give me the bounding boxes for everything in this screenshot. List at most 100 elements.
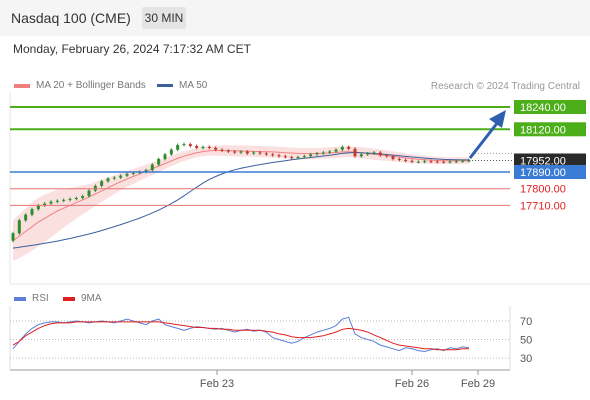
candle-body [81, 196, 85, 198]
chart-header: Nasdaq 100 (CME) 30 MIN [0, 0, 590, 36]
rsi-tick-label: 70 [520, 316, 532, 328]
rsi-tick-label: 30 [520, 353, 532, 365]
candle-body [30, 209, 34, 215]
pivot-label: 17890.00 [520, 167, 566, 179]
rsi-swatch [14, 296, 26, 301]
instrument-title: Nasdaq 100 (CME) [11, 10, 131, 26]
bollinger-band-area [13, 145, 469, 262]
candle-body [106, 178, 110, 182]
candle-body [391, 156, 395, 159]
timeframe-button[interactable]: 30 MIN [142, 7, 186, 29]
candle-body [17, 220, 21, 234]
candle-body [68, 198, 72, 200]
candle-body [125, 173, 129, 176]
candle-body [252, 152, 256, 154]
candle-body [11, 233, 15, 241]
candle-body [131, 172, 135, 174]
candle-body [150, 164, 154, 171]
legend-rsi: RSI [14, 293, 49, 304]
candle-body [258, 152, 262, 154]
candle-body [36, 205, 40, 210]
candle-body [315, 153, 319, 155]
target-label: 18120.00 [520, 124, 566, 136]
x-tick-label: Feb 29 [461, 378, 495, 390]
bb-swatch [14, 83, 30, 88]
candle-body [378, 152, 382, 156]
candle-body [321, 152, 325, 154]
x-tick-label: Feb 26 [395, 378, 429, 390]
candle-body [397, 159, 401, 160]
target-label-box [514, 100, 586, 114]
candle-body [347, 146, 351, 149]
candle-body [176, 145, 180, 150]
candle-body [233, 151, 237, 153]
candle-body [112, 177, 116, 179]
support-label: 17710.00 [520, 200, 566, 212]
candle-body [302, 156, 306, 158]
x-tick-label: Feb 23 [200, 378, 234, 390]
candle-body [239, 151, 243, 153]
support-label: 17800.00 [520, 184, 566, 196]
candle-body [220, 149, 224, 151]
candle-body [207, 146, 211, 148]
legend-bollinger: MA 20 + Bollinger Bands [14, 80, 146, 91]
candle-body [309, 154, 313, 157]
ma50-label: MA 50 [179, 80, 208, 91]
rsi-tick-label: 50 [520, 335, 532, 347]
candle-body [245, 151, 249, 154]
candle-body [144, 170, 148, 172]
candle-body [201, 146, 205, 148]
candle-body [264, 153, 268, 155]
candle-body [423, 161, 427, 163]
candle-body [188, 144, 192, 146]
candle-body [353, 148, 357, 157]
candle-body [404, 159, 408, 161]
candle-body [448, 161, 452, 163]
forecast-arrow-head [489, 110, 506, 128]
candle-body [195, 146, 199, 148]
candle-body [290, 157, 294, 159]
candle-body [410, 160, 414, 162]
bb-label: MA 20 + Bollinger Bands [36, 80, 146, 91]
ma9-label: 9MA [81, 293, 102, 304]
candle-body [87, 190, 91, 197]
target-label: 18240.00 [520, 102, 566, 114]
candle-body [435, 161, 439, 163]
rsi-line [12, 316, 470, 353]
candle-body [226, 150, 230, 152]
candle-body [100, 181, 104, 186]
candle-body [62, 199, 66, 201]
candle-body [454, 161, 458, 163]
candle-body [271, 154, 275, 156]
candle-body [359, 154, 363, 157]
candle-body [442, 161, 446, 163]
legend-ma50: MA 50 [157, 80, 207, 91]
candle-body [283, 156, 287, 158]
candle-body [214, 147, 218, 150]
candle-body [461, 160, 465, 162]
rsi-label: RSI [32, 293, 49, 304]
candle-body [74, 198, 78, 199]
current-price-box [514, 153, 586, 168]
candle-body [416, 161, 420, 163]
candle-body [55, 200, 59, 202]
current-price-label: 17952.00 [520, 155, 566, 167]
timestamp: Monday, February 26, 2024 7:17:32 AM CET [13, 42, 251, 56]
candle-body [296, 157, 300, 159]
candle-body [157, 159, 161, 165]
ma50-swatch [157, 84, 173, 87]
candle-body [277, 155, 281, 157]
candle-body [119, 175, 123, 178]
candle-body [328, 151, 332, 153]
candle-body [385, 155, 389, 157]
candle-body [340, 146, 344, 150]
candle-body [334, 149, 338, 152]
candle-body [43, 203, 47, 206]
candle-body [169, 149, 173, 155]
credit-text: Research © 2024 Trading Central [430, 81, 580, 92]
rsi-9ma-line [12, 321, 469, 351]
candle-body [372, 152, 376, 154]
candle-body [182, 144, 186, 146]
candle-body [24, 214, 28, 221]
